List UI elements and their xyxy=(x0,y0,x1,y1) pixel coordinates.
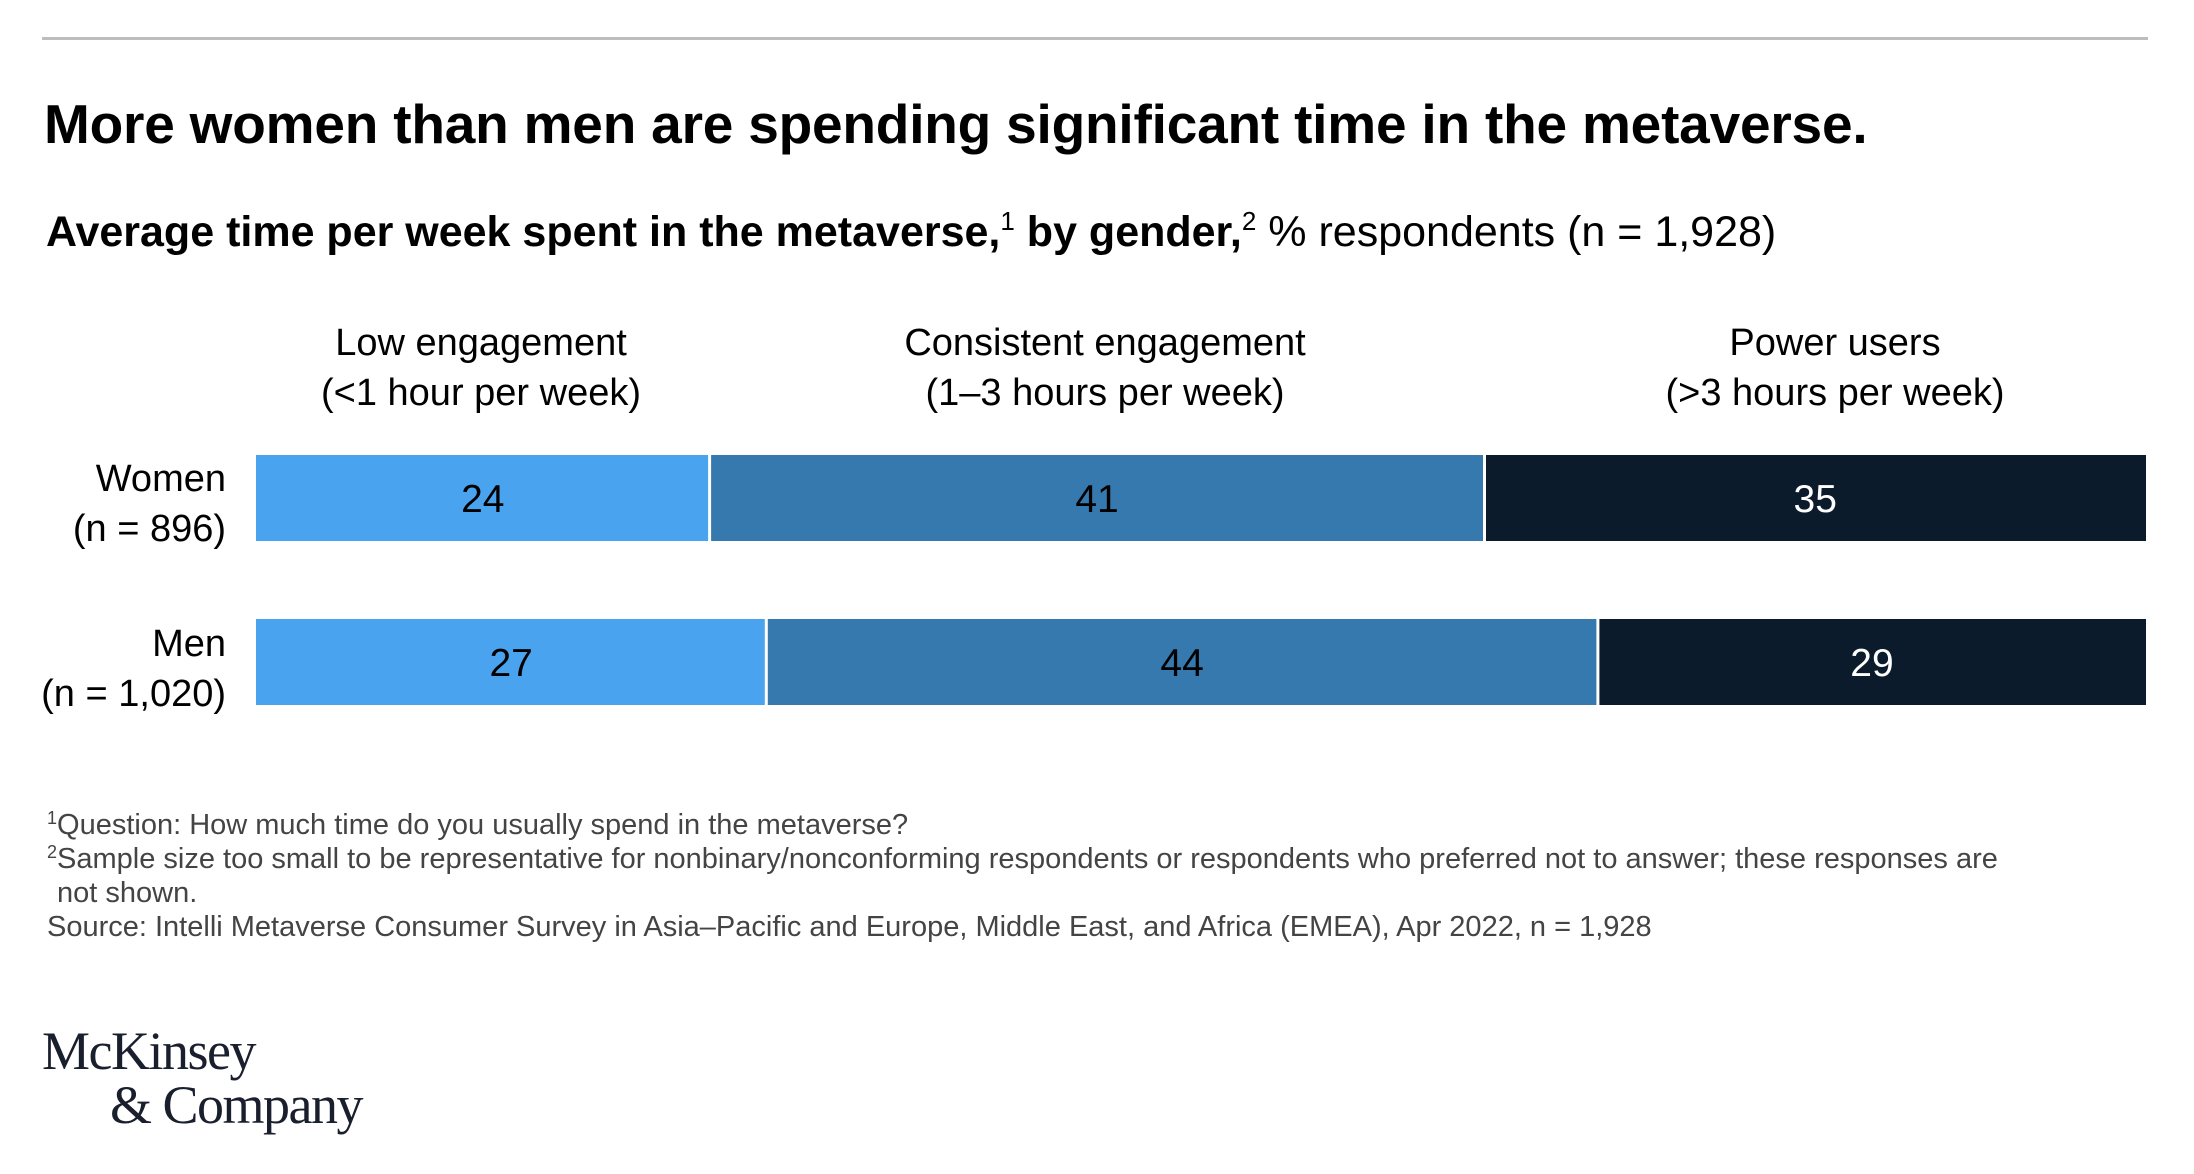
footnote-2-text: Sample size too small to be representati… xyxy=(57,843,1998,875)
column-header-name: Consistent engagement xyxy=(904,322,1306,364)
column-header-name: Power users xyxy=(1729,322,1941,364)
column-header-consistent-engagement: Consistent engagement (1–3 hours per wee… xyxy=(904,318,1305,418)
column-header-detail: (1–3 hours per week) xyxy=(925,372,1285,414)
column-header-detail: (<1 hour per week) xyxy=(321,372,641,414)
footnote-1-marker: 1 xyxy=(47,808,58,828)
logo-line-1: McKinsey xyxy=(42,1021,256,1081)
bar-men-consistent-engagement xyxy=(766,619,1598,705)
chart-title: More women than men are spending signifi… xyxy=(44,93,1868,155)
column-header-low-engagement: Low engagement (<1 hour per week) xyxy=(321,318,641,418)
logo-line-2: & Company xyxy=(110,1075,364,1135)
chart-subtitle: Average time per week spent in the metav… xyxy=(46,208,1776,257)
row-label-sample-size: (n = 1,020) xyxy=(41,673,226,715)
row-label-women: Women (n = 896) xyxy=(73,454,226,554)
footnote-2-continuation: not shown. xyxy=(57,877,198,909)
source-note: Source: Intelli Metaverse Consumer Surve… xyxy=(47,911,1652,943)
data-label-men-consistent-engagement: 44 xyxy=(1160,642,1203,685)
bar-women-low-engagement xyxy=(256,455,710,541)
column-header-power-users: Power users (>3 hours per week) xyxy=(1666,318,2005,418)
subtitle-units: % respondents (n = 1,928) xyxy=(1256,208,1777,256)
data-label-men-low-engagement: 27 xyxy=(489,642,532,685)
bar-men-power-users xyxy=(1597,619,2146,705)
row-label-name: Men xyxy=(152,623,226,665)
data-label-women-low-engagement: 24 xyxy=(461,478,504,521)
row-label-men: Men (n = 1,020) xyxy=(41,619,226,719)
row-label-name: Women xyxy=(95,458,226,500)
data-label-women-consistent-engagement: 41 xyxy=(1075,478,1118,521)
footnotes: 1Question: How much time do you usually … xyxy=(47,808,1998,944)
data-label-men-power-users: 29 xyxy=(1850,642,1893,685)
mckinsey-logo: McKinsey & Company xyxy=(42,1021,364,1135)
subtitle-bold-part1: Average time per week spent in the metav… xyxy=(46,208,1001,256)
column-header-detail: (>3 hours per week) xyxy=(1665,372,2005,414)
footnote-2: 2Sample size too small to be representat… xyxy=(47,842,1998,876)
data-label-women-power-users: 35 xyxy=(1794,478,1837,521)
column-header-name: Low engagement xyxy=(335,322,627,364)
footnote-2-marker: 2 xyxy=(47,842,58,862)
top-rule xyxy=(42,37,2148,40)
bar-women-consistent-engagement xyxy=(709,455,1485,541)
bar-men-low-engagement xyxy=(256,619,767,705)
bar-women-power-users xyxy=(1484,455,2146,541)
subtitle-footnote-ref-2: 2 xyxy=(1241,206,1257,236)
row-label-sample-size: (n = 896) xyxy=(72,508,226,550)
footnote-1-text: Question: How much time do you usually s… xyxy=(57,809,909,841)
subtitle-footnote-ref-1: 1 xyxy=(1000,206,1015,236)
subtitle-bold-part2: by gender, xyxy=(1014,208,1242,256)
footnote-1: 1Question: How much time do you usually … xyxy=(47,808,1998,842)
